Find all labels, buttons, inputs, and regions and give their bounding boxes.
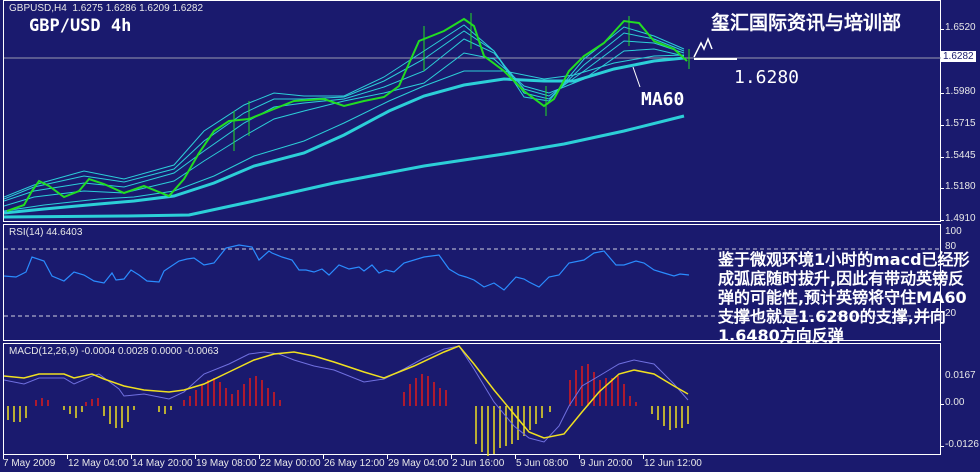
tick-mark [387, 455, 388, 459]
price-chart-pane[interactable]: GBPUSD,H4 1.6275 1.6286 1.6209 1.6282 GB… [3, 0, 942, 222]
tick-mark [941, 404, 944, 405]
tick-mark [941, 446, 944, 447]
tick-mark [941, 220, 944, 221]
tick-mark [67, 455, 68, 459]
tick-mark [941, 93, 944, 94]
price-level-annotation: 1.6280 [734, 67, 800, 88]
analysis-note: 鉴于微观环境1小时的macd已经形成弧底随时拔升,因此有带动英镑反弹的可能性,预… [718, 250, 970, 345]
tick-mark [941, 29, 944, 30]
tick-mark [451, 455, 452, 459]
tick-mark [195, 455, 196, 459]
macd-tick: -0.0126 [945, 439, 979, 450]
price-tick: 1.5715 [945, 118, 976, 129]
rsi-label: RSI(14) 44.6403 [9, 227, 83, 238]
time-label: 9 Jun 20:00 [580, 458, 633, 469]
symbol-info: GBPUSD,H4 1.6275 1.6286 1.6209 1.6282 [9, 3, 204, 14]
current-price-label: 1.6282 [941, 51, 976, 62]
price-tick: 1.6520 [945, 22, 976, 33]
time-label: 2 Jun 16:00 [452, 458, 505, 469]
macd-tick: 0.00 [945, 397, 965, 408]
price-axis: 1.6520 1.6282 1.5980 1.5715 1.5445 1.518… [941, 0, 980, 472]
rsi-tick: 20 [945, 308, 957, 319]
tick-mark [941, 157, 944, 158]
macd-label: MACD(12,26,9) -0.0004 0.0028 0.0000 -0.0… [9, 346, 219, 357]
macd-canvas [4, 345, 689, 456]
time-label: 12 Jun 12:00 [644, 458, 702, 469]
price-tick: 1.5980 [945, 86, 976, 97]
time-label: 26 May 12:00 [324, 458, 385, 469]
tick-mark [941, 188, 944, 189]
time-label: 19 May 08:00 [196, 458, 257, 469]
time-label: 5 Jun 08:00 [516, 458, 569, 469]
tick-mark [643, 455, 644, 459]
price-tick: 1.4910 [945, 213, 976, 224]
tick-mark [131, 455, 132, 459]
brand-label: 玺汇国际资讯与培训部 [711, 12, 902, 34]
macd-tick: 0.0167 [945, 370, 976, 381]
tick-mark [323, 455, 324, 459]
time-axis: 7 May 2009 12 May 04:00 14 May 20:00 19 … [3, 455, 941, 472]
rsi-tick: 80 [945, 241, 957, 252]
tick-mark [579, 455, 580, 459]
time-label: 12 May 04:00 [68, 458, 129, 469]
chart-title: GBP/USD 4h [29, 16, 132, 36]
time-label: 29 May 04:00 [388, 458, 449, 469]
price-chart-canvas [4, 13, 942, 219]
time-label: 14 May 20:00 [132, 458, 193, 469]
time-label: 7 May 2009 [3, 458, 56, 469]
price-tick: 1.5445 [945, 150, 976, 161]
rsi-tick: 100 [945, 226, 962, 237]
tick-mark [515, 455, 516, 459]
time-label: 22 May 00:00 [260, 458, 321, 469]
rsi-pane[interactable]: RSI(14) 44.6403 [3, 224, 942, 341]
rsi-canvas [4, 244, 942, 317]
tick-mark [3, 455, 4, 459]
macd-pane[interactable]: MACD(12,26,9) -0.0004 0.0028 0.0000 -0.0… [3, 343, 941, 456]
ma60-annotation: MA60 [641, 89, 685, 110]
price-tick: 1.5180 [945, 181, 976, 192]
tick-mark [259, 455, 260, 459]
tick-mark [941, 125, 944, 126]
